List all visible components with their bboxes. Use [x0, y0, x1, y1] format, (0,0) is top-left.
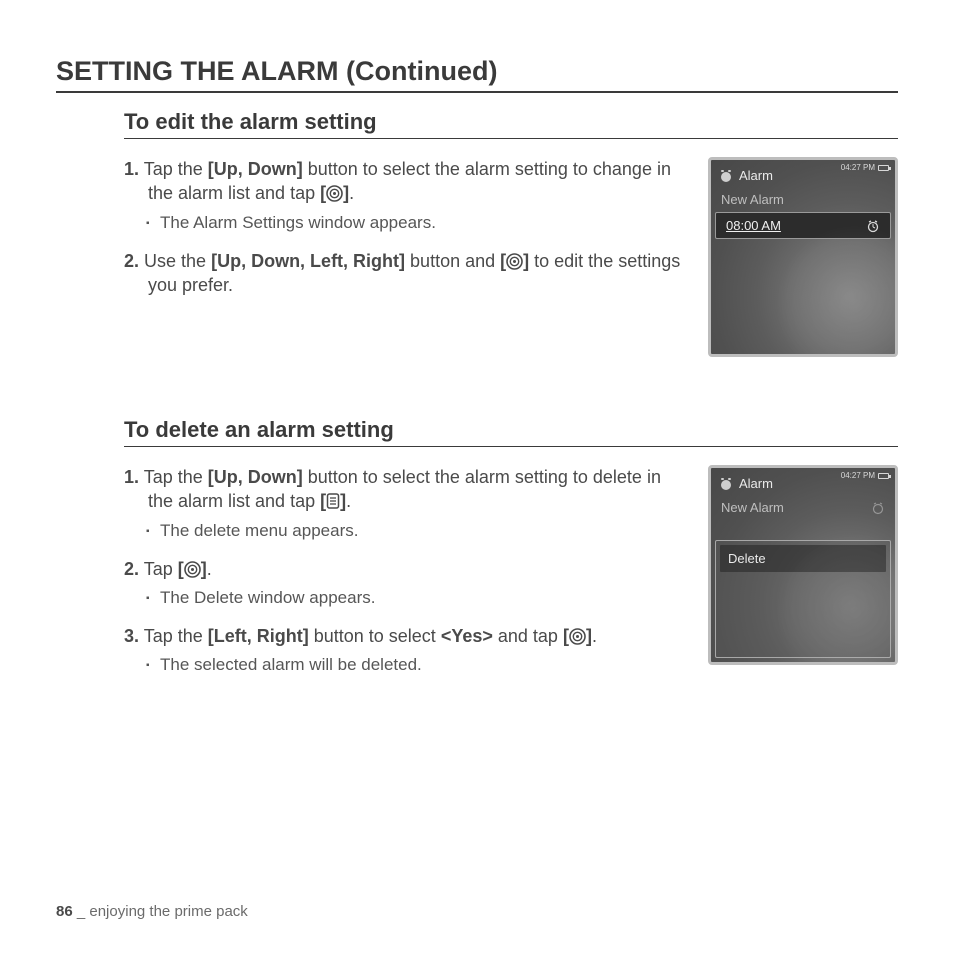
button-ref: [Up, Down]	[208, 467, 303, 487]
device-header-title: Alarm	[739, 476, 773, 491]
delete-step-2: 2. Tap []. The Delete window appears.	[124, 557, 690, 610]
step-number: 3.	[124, 626, 139, 646]
text: and tap	[493, 626, 563, 646]
row-label: New Alarm	[721, 192, 784, 207]
text: Use the	[144, 251, 211, 271]
alarm-clock-icon	[719, 169, 733, 183]
section-edit: To edit the alarm setting 1. Tap the [Up…	[124, 109, 898, 357]
battery-icon	[878, 165, 889, 171]
step-number: 2.	[124, 559, 139, 579]
footer-chapter: enjoying the prime pack	[89, 903, 247, 920]
text: .	[349, 183, 354, 203]
status-time: 04:27 PM	[841, 163, 875, 172]
text: button to select	[309, 626, 441, 646]
select-button-icon	[569, 628, 586, 645]
footer-separator: _	[73, 903, 90, 920]
step-number: 1.	[124, 467, 139, 487]
delete-step-2-sub: The Delete window appears.	[124, 587, 690, 610]
select-button-icon	[184, 561, 201, 578]
edit-step-1-sub: The Alarm Settings window appears.	[124, 212, 690, 235]
device-screenshot-edit: 04:27 PM Alarm New Alarm 08:00 AM	[708, 157, 898, 357]
device-screenshot-delete: 04:27 PM Alarm New Alarm Delete	[708, 465, 898, 665]
text: .	[346, 491, 351, 511]
device-statusbar: 04:27 PM	[841, 471, 889, 480]
text: Tap the	[144, 159, 208, 179]
page-number: 86	[56, 903, 73, 920]
panel-item-delete: Delete	[720, 545, 886, 572]
button-ref: [Up, Down, Left, Right]	[211, 251, 405, 271]
device-delete-panel: Delete	[715, 540, 891, 658]
edit-steps: 1. Tap the [Up, Down] button to select t…	[124, 157, 690, 311]
text: Tap the	[144, 467, 208, 487]
row-time: 08:00 AM	[726, 218, 781, 233]
device-statusbar: 04:27 PM	[841, 163, 889, 172]
text: .	[207, 559, 212, 579]
device-row-selected-time: 08:00 AM	[715, 212, 891, 239]
delete-step-1-sub: The delete menu appears.	[124, 520, 690, 543]
select-button-icon	[326, 185, 343, 202]
status-time: 04:27 PM	[841, 471, 875, 480]
text: Tap the	[144, 626, 208, 646]
page-title: SETTING THE ALARM (Continued)	[56, 56, 898, 93]
text: Tap	[144, 559, 178, 579]
option-ref: <Yes>	[441, 626, 493, 646]
delete-step-1: 1. Tap the [Up, Down] button to select t…	[124, 465, 690, 543]
button-ref: [Left, Right]	[208, 626, 309, 646]
section-edit-title: To edit the alarm setting	[124, 109, 898, 139]
step-number: 2.	[124, 251, 139, 271]
delete-steps: 1. Tap the [Up, Down] button to select t…	[124, 465, 690, 691]
device-row-new-alarm: New Alarm	[711, 187, 895, 212]
text: button and	[405, 251, 500, 271]
device-row-new-alarm: New Alarm	[711, 495, 895, 520]
row-label: New Alarm	[721, 500, 784, 515]
button-ref: [Up, Down]	[208, 159, 303, 179]
alarm-clock-icon	[866, 219, 880, 233]
page-footer: 86 _ enjoying the prime pack	[56, 903, 248, 920]
device-header-title: Alarm	[739, 168, 773, 183]
delete-step-3: 3. Tap the [Left, Right] button to selec…	[124, 624, 690, 677]
battery-icon	[878, 473, 889, 479]
alarm-clock-icon	[871, 501, 885, 515]
menu-button-icon	[326, 493, 340, 509]
delete-step-3-sub: The selected alarm will be deleted.	[124, 654, 690, 677]
edit-step-2: 2. Use the [Up, Down, Left, Right] butto…	[124, 249, 690, 298]
section-delete-title: To delete an alarm setting	[124, 417, 898, 447]
edit-step-1: 1. Tap the [Up, Down] button to select t…	[124, 157, 690, 235]
alarm-clock-icon	[719, 477, 733, 491]
step-number: 1.	[124, 159, 139, 179]
select-button-icon	[506, 253, 523, 270]
section-delete: To delete an alarm setting 1. Tap the [U…	[124, 417, 898, 691]
text: .	[592, 626, 597, 646]
